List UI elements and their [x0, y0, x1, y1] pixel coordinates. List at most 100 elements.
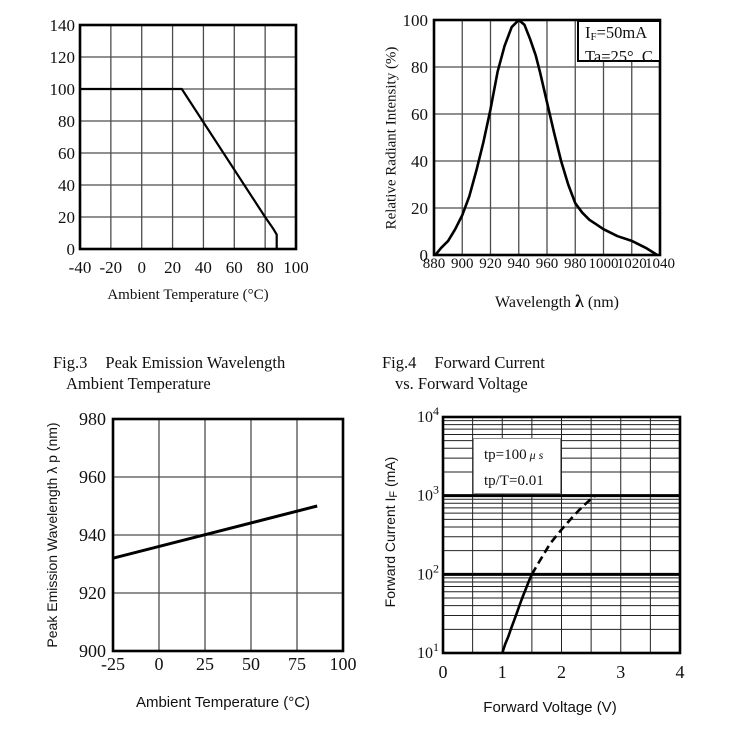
fig3-y-tick: 980: [79, 409, 106, 429]
fig4-x-axis-label: Forward Voltage (V): [483, 699, 617, 716]
fig3-label: Fig.3: [53, 353, 88, 372]
fig4-x-tick: 0: [439, 662, 448, 682]
fig2-y-tick: 20: [411, 199, 428, 218]
fig3-x-tick: 0: [155, 654, 164, 674]
fig1-x-tick: 60: [226, 258, 243, 277]
fig4-caption-line2: vs. Forward Voltage: [395, 374, 528, 393]
fig4-x-tick: 2: [557, 662, 566, 682]
fig2-x-tick: 920: [479, 256, 502, 272]
fig3-x-tick: 75: [288, 654, 306, 674]
fig3-x-tick: 50: [242, 654, 260, 674]
fig4-y-axis-label-sub: F: [388, 490, 400, 498]
fig4-plot: 101 102 103 104 0 1 2 3 4: [417, 404, 685, 682]
fig4-tp-unit: μ s: [529, 448, 544, 462]
fig1-plot: 0 20 40 60 80 100 120 140 -40 -20 0 20 40 60 80 100: [50, 16, 309, 277]
fig2-y-tick: 40: [411, 152, 428, 171]
fig3-caption-line1: Fig.3 Peak Emission Wavelength: [53, 352, 285, 373]
fig1-y-tick: 100: [50, 80, 76, 99]
fig1-x-tick: -20: [100, 258, 123, 277]
fig4-x-tick: 4: [676, 662, 685, 682]
legend-if-post: =50mA: [596, 23, 648, 42]
fig3-caption: Fig.3 Peak Emission Wavelength Ambient Te…: [53, 352, 285, 394]
forward-current-vs-voltage-dashed-curve: [530, 494, 597, 575]
fig4-y-axis-label-post: (mA): [382, 456, 398, 491]
fig2-y-tick: 0: [420, 246, 429, 265]
fig2-plot: 0 20 40 60 80 100 880 900 920 940 960 980 1000102010…: [403, 11, 676, 272]
fig3-plot: 900 920 940 960 980 -25 0 25 50 75 100: [79, 409, 357, 674]
fig4-plot-border: [441, 415, 682, 655]
fig3-y-tick: 900: [79, 641, 106, 661]
fig3-y-axis-label: Peak Emission Wavelength λ p (nm): [44, 422, 60, 648]
fig2-x-tick: 900: [451, 256, 474, 272]
fig2-x-tick: 1020: [617, 256, 647, 272]
fig2-x-axis-label-unit: (nm): [587, 294, 619, 311]
fig2-x-tick: 980: [564, 256, 587, 272]
fig2-x-axis-label-text: Wavelength: [495, 294, 572, 311]
fig1-y-tick: 20: [58, 208, 75, 227]
fig1-x-tick: 40: [195, 258, 212, 277]
fig3-y-tick: 960: [79, 467, 106, 487]
fig4-y-axis-label: Forward Current IF (mA): [382, 457, 400, 608]
allowable-forward-current-derating-curve: [80, 87, 278, 249]
fig2-y-tick: 80: [411, 58, 428, 77]
fig4-annotation: tp=100 μ s tp/T=0.01: [473, 438, 561, 494]
fig3-caption-line2: Ambient Temperature: [66, 374, 211, 393]
fig4-caption-title: Forward Current: [434, 353, 545, 372]
fig4-caption-line1: Fig.4 Forward Current: [382, 352, 545, 373]
fig2-legend: IF=50mA Ta=25° C: [577, 20, 661, 66]
fig3-y-tick: 940: [79, 525, 106, 545]
fig2-plot-border: [432, 18, 662, 257]
fig2-x-tick: 1040: [645, 256, 675, 272]
fig4-y-tick: 101: [417, 640, 439, 662]
fig4-y-tick: 102: [417, 561, 439, 583]
fig3-x-tick: 25: [196, 654, 214, 674]
fig1-y-tick: 80: [58, 112, 75, 131]
fig3-x-tick: 100: [330, 654, 357, 674]
fig2-x-tick: 1000: [589, 256, 619, 272]
legend-if-line: IF=50mA: [585, 23, 659, 47]
fig1-x-tick: 80: [257, 258, 274, 277]
relative-spectral-distribution-curve: [434, 18, 658, 257]
peak-wavelength-vs-temperature-curve: [112, 504, 318, 560]
fig1-y-tick: 60: [58, 144, 75, 163]
lambda-symbol: λ: [575, 291, 584, 311]
fig1-x-tick: 100: [283, 258, 309, 277]
fig2-x-axis-label: Wavelength λ (nm): [437, 291, 677, 312]
fig3-plot-border: [111, 417, 345, 653]
fig1-y-tick: 0: [67, 240, 76, 259]
fig3-y-tick: 920: [79, 583, 106, 603]
legend-ta-line: Ta=25° C: [585, 47, 653, 66]
legend-if-sub: F: [590, 31, 597, 43]
fig1-x-axis-label: Ambient Temperature (°C): [107, 287, 269, 303]
fig1-x-tick: 0: [137, 258, 146, 277]
fig2-y-tick: 60: [411, 105, 428, 124]
fig3-x-axis-label: Ambient Temperature (°C): [135, 694, 311, 711]
fig3-caption-title: Peak Emission Wavelength: [105, 353, 286, 372]
fig4-x-tick: 3: [616, 662, 625, 682]
fig1-x-tick: 20: [164, 258, 181, 277]
fig1-y-tick: 40: [58, 176, 75, 195]
fig4-y-axis-label-pre: Forward Current I: [382, 497, 398, 608]
legend-if-pre: I: [585, 23, 591, 42]
fig4-x-tick: 1: [498, 662, 507, 682]
fig4-caption: Fig.4 Forward Current vs. Forward Voltage: [382, 352, 545, 394]
fig2-x-tick: 940: [508, 256, 531, 272]
fig4-annotation-line2: tp/T=0.01: [484, 473, 544, 489]
fig1-x-tick: -40: [69, 258, 92, 277]
fig2-y-tick: 100: [403, 11, 429, 30]
fig1-y-tick: 120: [50, 48, 76, 67]
fig4-label: Fig.4: [382, 353, 417, 372]
forward-current-vs-voltage-solid-curve: [501, 573, 534, 654]
fig4-y-tick: 103: [417, 483, 439, 505]
fig2-x-tick: 880: [423, 256, 446, 272]
fig4-y-tick: 104: [417, 404, 439, 426]
fig4-annotation-line1: tp=100 μ s: [484, 442, 560, 468]
fig2-y-axis-label: Relative Radiant Intensity (%): [383, 46, 400, 230]
fig1-plot-border: [78, 23, 298, 251]
fig1-y-tick: 140: [50, 16, 76, 35]
fig3-x-tick: -25: [101, 654, 125, 674]
fig2-x-tick: 960: [536, 256, 559, 272]
fig4-tp-value: tp=100: [484, 447, 527, 463]
